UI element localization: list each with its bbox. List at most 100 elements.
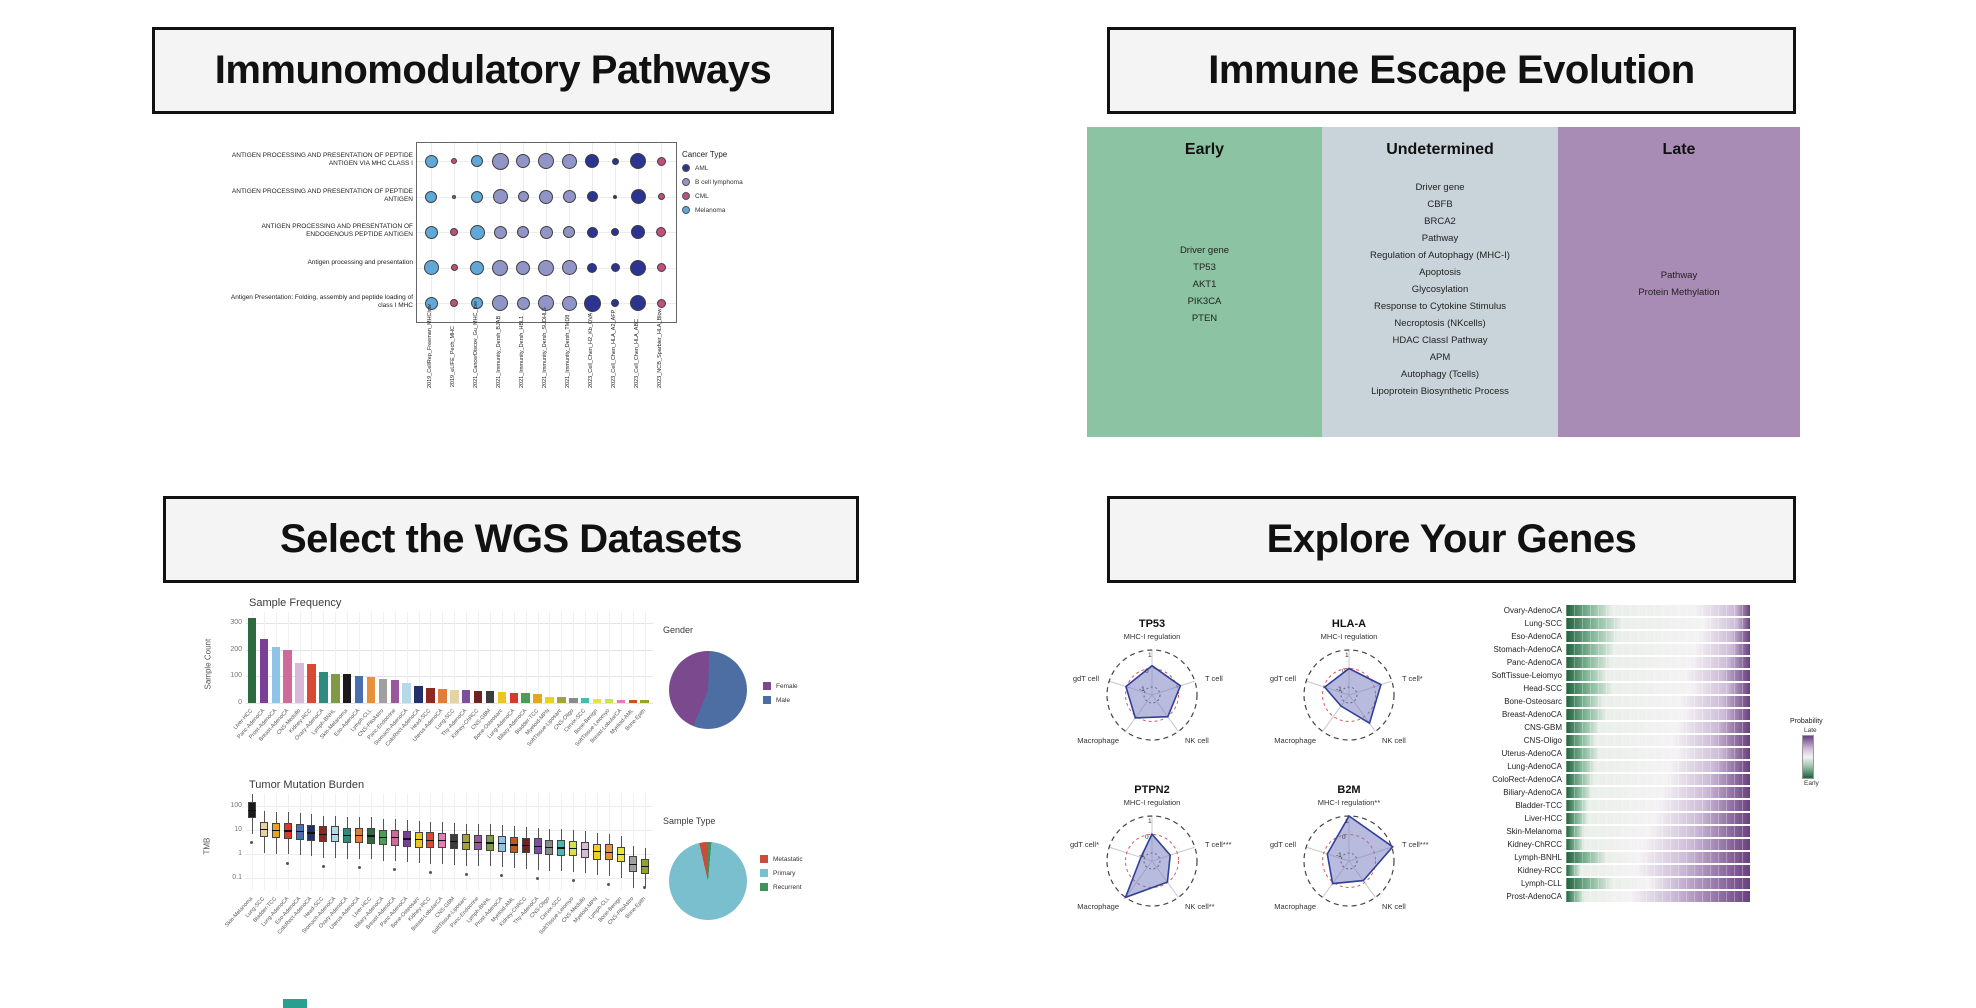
probability-legend-late: Late [1804,727,1817,734]
pathway-label: Antigen processing and presentation [307,258,413,266]
data-dot [561,295,577,311]
gridline [644,794,646,890]
gridline [597,612,599,703]
data-dot [424,296,438,310]
median-line [378,836,387,839]
frequency-bar [557,696,566,703]
probability-row-label: Lymph-BNHL [1514,853,1562,862]
data-dot [516,296,530,310]
legend-swatch [682,206,690,214]
radar-axis-label: Macrophage [1077,736,1119,745]
probability-row-label: Stomach-AdenoCA [1493,645,1562,654]
gridline [246,622,653,624]
median-line [485,842,494,844]
median-line [402,838,411,840]
frequency-bar [533,693,542,703]
probability-bar [1566,878,1750,889]
dataset-label: 2023_Cell_Chen_HLA_ABC [634,318,640,388]
gender-pie [669,651,747,729]
data-dot [656,156,666,166]
outlier-dot [286,861,290,865]
legend-swatch [763,696,771,704]
data-dot [611,157,619,165]
probability-bar [1566,813,1750,824]
gridline [359,612,361,703]
y-tick-label: 0.1 [232,874,242,881]
probability-bar [1566,826,1750,837]
legend-swatch [682,192,690,200]
probability-bar [1566,683,1750,694]
dotplot-area [416,142,677,323]
probability-bar [1566,839,1750,850]
radar-axis-label: T cell*** [1205,840,1232,849]
gridline [382,612,384,703]
gridline [466,612,468,703]
data-dot [493,225,507,239]
chart-title-sample-frequency: Sample Frequency [249,597,342,609]
evolution-item: CBFB [1427,199,1453,210]
chart-title-sample-type: Sample Type [663,816,716,826]
radar-axis-label: gdT cell [1073,674,1099,683]
card-immunomodulatory-pathways[interactable]: Immunomodulatory Pathways [152,27,834,114]
median-line [569,848,578,850]
card-immune-escape-evolution[interactable]: Immune Escape Evolution [1107,27,1796,114]
y-tick-label: 100 [230,672,242,680]
probability-bar [1566,852,1750,863]
evolution-item: Lipoprotein Biosynthetic Process [1371,386,1509,397]
legend-item: Recurrent [760,883,803,891]
probability-bar [1566,605,1750,616]
median-line [462,841,471,843]
frequency-bar [461,690,471,703]
chart-title-gender: Gender [663,625,694,635]
probability-row-label: ColoRect-AdenoCA [1492,775,1562,784]
data-dot [539,189,553,204]
card-title: Select the WGS Datasets [280,517,743,561]
data-dot [611,299,619,307]
gridline [632,794,634,890]
radar-tick-label: 0 [1145,668,1149,675]
data-dot [562,190,576,203]
data-dot [657,193,665,200]
y-axis-label-tmb: TMB [202,837,212,855]
data-dot [656,263,666,272]
probability-bar [1566,618,1750,629]
probability-row-label: CNS-GBM [1524,723,1562,732]
probability-bar [1566,657,1750,668]
gridline [246,854,653,855]
y-tick-label: 0 [238,699,242,706]
probability-row-label: Bone-Osteosarc [1504,697,1562,706]
frequency-bar [331,674,340,703]
evolution-item-list: Pathway Protein Methylation [1558,267,1800,301]
probability-row-label: Prost-AdenoCA [1506,892,1562,901]
dataset-label: 2021_Immunity_Dersh_SUDHLS [542,307,548,388]
data-dot [450,228,458,236]
gridline [620,612,622,703]
data-dot [492,295,508,311]
median-line [581,849,590,851]
gridline [418,612,420,703]
median-line [521,844,530,847]
frequency-bar [473,690,483,703]
data-dot [424,225,438,239]
dataset-label: 2021_Immunity_Dersh_BJAB [496,315,502,388]
y-tick-label: 100 [230,802,242,809]
probability-bar [1566,644,1750,655]
radar-tick-label: -1 [1139,852,1145,859]
card-title: Immune Escape Evolution [1208,48,1695,92]
frequency-bar [521,693,530,703]
median-line [438,840,447,842]
gridline [573,612,575,703]
median-line [319,833,328,835]
median-line [247,809,256,811]
card-select-wgs-datasets[interactable]: Select the WGS Datasets [163,496,859,583]
card-explore-your-genes[interactable]: Explore Your Genes [1107,496,1796,583]
gridline [311,612,313,703]
frequency-bar [378,678,388,703]
radar-axis-label: T cell [1205,674,1223,683]
dataset-label: 2023_Cell_Chen_HLA_A2_AFP [611,309,617,388]
evolution-item: PIK3CA [1187,296,1222,307]
frequency-bar [485,691,495,703]
radar-tick-label: 0 [1342,834,1346,841]
data-dot [450,264,458,271]
